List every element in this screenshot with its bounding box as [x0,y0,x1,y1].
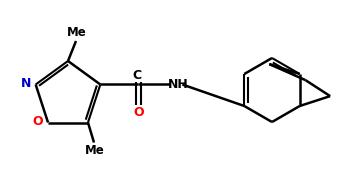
Text: NH: NH [168,78,189,91]
Text: Me: Me [85,144,105,157]
Text: C: C [133,69,142,82]
Text: N: N [21,77,31,90]
Text: O: O [33,115,43,128]
Text: Me: Me [67,26,87,38]
Text: O: O [133,106,144,119]
